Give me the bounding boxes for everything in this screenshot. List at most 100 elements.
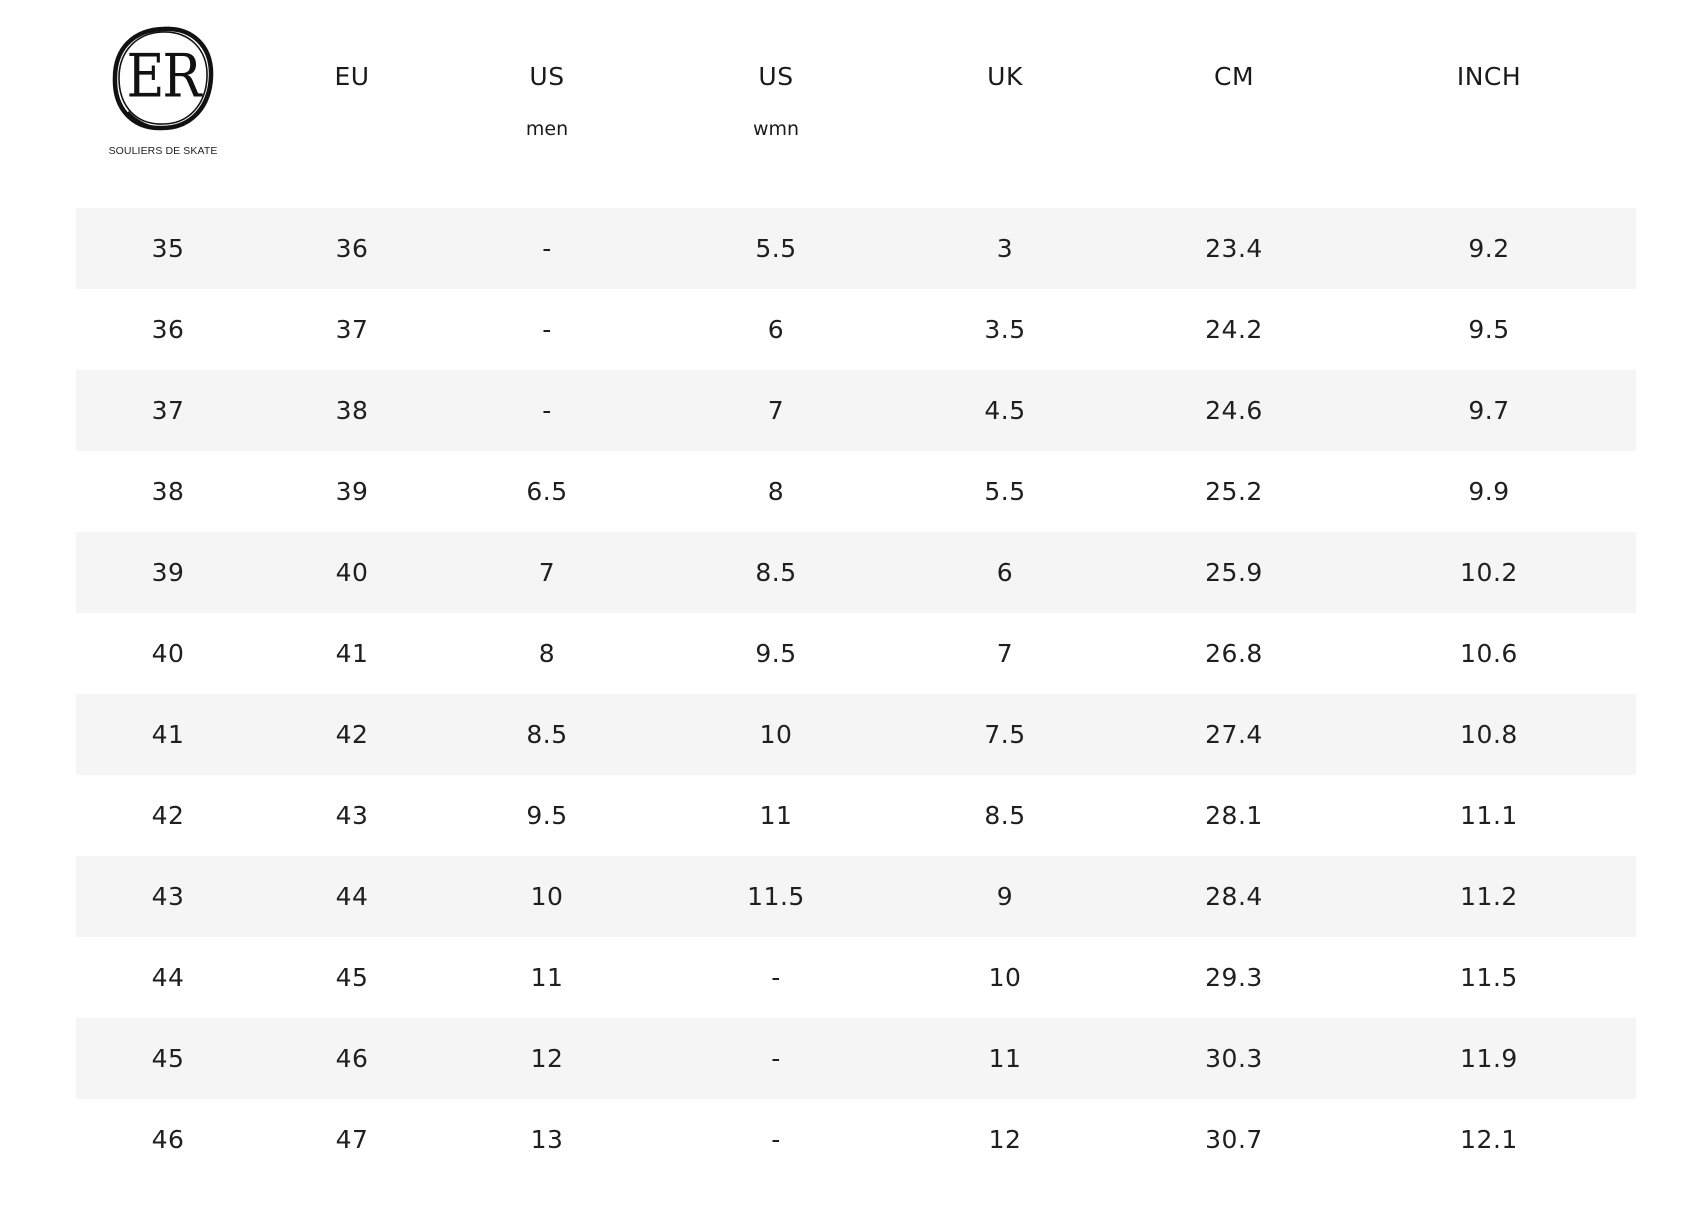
- column-header-sub: wmn: [752, 118, 800, 140]
- table-cell: -: [771, 963, 781, 992]
- table-cell: 9.5: [526, 801, 568, 830]
- table-cell: 8.5: [984, 801, 1026, 830]
- table-cell: 7.5: [984, 720, 1026, 749]
- table-cell: 43: [151, 882, 185, 911]
- logo-monogram: ER: [126, 42, 201, 112]
- table-cell: 36: [151, 315, 185, 344]
- table-cell: 25.2: [1205, 477, 1263, 506]
- table-cell: 39: [335, 477, 369, 506]
- table-row: 36 37 - 6 3.5 24.2 9.5: [76, 289, 1636, 370]
- table-row: 45 46 12 - 11 30.3 11.9: [76, 1018, 1636, 1099]
- table-cell: 13: [530, 1125, 564, 1154]
- table-cell: 44: [151, 963, 185, 992]
- table-cell: 30.3: [1205, 1044, 1263, 1073]
- column-header-label: INCH: [1456, 62, 1522, 91]
- table-row: 37 38 - 7 4.5 24.6 9.7: [76, 370, 1636, 451]
- table-row: 44 45 11 - 10 29.3 11.5: [76, 937, 1636, 1018]
- table-cell: 3.5: [984, 315, 1026, 344]
- column-header-label: EU: [334, 62, 370, 91]
- table-cell: 6: [996, 558, 1014, 587]
- table-cell: 37: [335, 315, 369, 344]
- table-cell: -: [542, 315, 552, 344]
- table-cell: 40: [151, 639, 185, 668]
- table-cell: 11.5: [747, 882, 805, 911]
- er-monogram-icon: [112, 26, 214, 131]
- table-cell: 43: [335, 801, 369, 830]
- table-cell: 28.1: [1205, 801, 1263, 830]
- table-cell: 10: [759, 720, 793, 749]
- table-cell: 7: [538, 558, 556, 587]
- table-cell: -: [771, 1125, 781, 1154]
- table-cell: 42: [151, 801, 185, 830]
- table-cell: 37: [151, 396, 185, 425]
- table-cell: 40: [335, 558, 369, 587]
- table-cell: 9: [996, 882, 1014, 911]
- table-cell: 38: [335, 396, 369, 425]
- table-row: 35 36 - 5.5 3 23.4 9.2: [76, 208, 1636, 289]
- table-cell: 12.1: [1460, 1125, 1518, 1154]
- column-header-label: CM: [1213, 62, 1255, 91]
- table-cell: 29.3: [1205, 963, 1263, 992]
- table-cell: -: [542, 234, 552, 263]
- table-cell: 46: [151, 1125, 185, 1154]
- table-cell: 44: [335, 882, 369, 911]
- table-cell: 6.5: [526, 477, 568, 506]
- table-cell: 45: [335, 963, 369, 992]
- table-cell: 39: [151, 558, 185, 587]
- table-cell: 28.4: [1205, 882, 1263, 911]
- table-cell: -: [771, 1044, 781, 1073]
- table-cell: 41: [151, 720, 185, 749]
- table-row: 40 41 8 9.5 7 26.8 10.6: [76, 613, 1636, 694]
- table-cell: 25.9: [1205, 558, 1263, 587]
- table-cell: 36: [335, 234, 369, 263]
- table-cell: 11.1: [1460, 801, 1518, 830]
- table-cell: 9.5: [755, 639, 797, 668]
- table-cell: 24.2: [1205, 315, 1263, 344]
- table-cell: 4.5: [984, 396, 1026, 425]
- table-cell: 47: [335, 1125, 369, 1154]
- column-header-label: UK: [987, 62, 1023, 91]
- table-cell: 7: [996, 639, 1014, 668]
- table-cell: 26.8: [1205, 639, 1263, 668]
- brand-logo: ER SOULIERS DE SKATE: [108, 24, 218, 164]
- column-header-sub: men: [525, 118, 569, 140]
- table-cell: -: [542, 396, 552, 425]
- table-row: 38 39 6.5 8 5.5 25.2 9.9: [76, 451, 1636, 532]
- table-cell: 9.9: [1468, 477, 1510, 506]
- table-cell: 12: [530, 1044, 564, 1073]
- logo-tagline: SOULIERS DE SKATE: [108, 145, 218, 157]
- table-cell: 10.2: [1460, 558, 1518, 587]
- table-cell: 30.7: [1205, 1125, 1263, 1154]
- table-cell: 5.5: [755, 234, 797, 263]
- table-row: 43 44 10 11.5 9 28.4 11.2: [76, 856, 1636, 937]
- table-row: 42 43 9.5 11 8.5 28.1 11.1: [76, 775, 1636, 856]
- table-cell: 8: [767, 477, 785, 506]
- table-cell: 8.5: [755, 558, 797, 587]
- table-cell: 5.5: [984, 477, 1026, 506]
- table-cell: 45: [151, 1044, 185, 1073]
- table-cell: 8.5: [526, 720, 568, 749]
- table-cell: 11: [988, 1044, 1022, 1073]
- table-cell: 10: [988, 963, 1022, 992]
- table-cell: 38: [151, 477, 185, 506]
- table-row: 46 47 13 - 12 30.7 12.1: [76, 1099, 1636, 1180]
- table-row: 39 40 7 8.5 6 25.9 10.2: [76, 532, 1636, 613]
- column-header-label: US: [529, 62, 565, 91]
- table-cell: 42: [335, 720, 369, 749]
- table-cell: 9.2: [1468, 234, 1510, 263]
- table-cell: 12: [988, 1125, 1022, 1154]
- table-cell: 3: [996, 234, 1014, 263]
- table-cell: 7: [767, 396, 785, 425]
- table-cell: 24.6: [1205, 396, 1263, 425]
- table-cell: 10.8: [1460, 720, 1518, 749]
- table-cell: 9.7: [1468, 396, 1510, 425]
- table-row: 41 42 8.5 10 7.5 27.4 10.8: [76, 694, 1636, 775]
- table-cell: 23.4: [1205, 234, 1263, 263]
- table-cell: 11.9: [1460, 1044, 1518, 1073]
- table-cell: 9.5: [1468, 315, 1510, 344]
- table-cell: 27.4: [1205, 720, 1263, 749]
- column-header-label: US: [758, 62, 794, 91]
- table-cell: 35: [151, 234, 185, 263]
- table-cell: 11: [759, 801, 793, 830]
- size-table: 35 36 - 5.5 3 23.4 9.2 36 37 - 6 3.5 24.…: [76, 208, 1636, 1180]
